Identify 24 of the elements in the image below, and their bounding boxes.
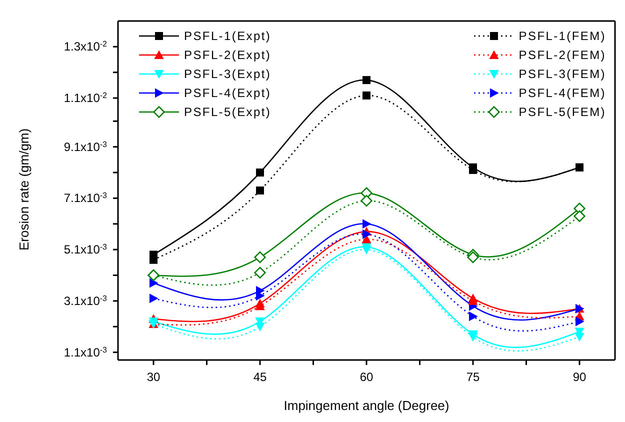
x-tick-label: 45 [253, 370, 267, 384]
legend-label: PSFL-4(FEM) [518, 86, 606, 100]
y-tick-label: 5.1x10$^{-3}$ [64, 242, 108, 257]
legend-label: PSFL-1(FEM) [518, 28, 606, 42]
y-tick-label: 9.1x10$^{-3}$ [64, 139, 108, 154]
y-axis-title: Erosion rate (gm/gm) [16, 128, 32, 250]
y-tick-label: 1.1x10$^{-3}$ [64, 344, 108, 360]
x-tick-label: 60 [360, 370, 374, 384]
y-tick-label: 3.1x10$^{-3}$ [64, 293, 108, 308]
x-tick-label: 90 [572, 370, 586, 384]
legend-label: PSFL-5(FEM) [518, 104, 606, 118]
x-tick-label: 75 [466, 370, 480, 384]
legend-label: PSFL-4(Expt) [184, 86, 272, 100]
y-tick-label: 7.1x10$^{-3}$ [64, 190, 108, 206]
legend-label: PSFL-2(FEM) [518, 48, 606, 62]
y-tick-label: 1.3x10$^{-2}$ [64, 39, 108, 54]
legend-label: PSFL-3(Expt) [184, 66, 272, 80]
legend-label: PSFL-1(Expt) [184, 28, 272, 42]
legend-label: PSFL-3(FEM) [518, 66, 606, 80]
x-axis-title: Impingement angle (Degree) [284, 398, 450, 413]
legend-label: PSFL-2(Expt) [184, 48, 272, 62]
x-tick-label: 30 [146, 370, 160, 384]
y-tick-label: 1.1x10$^{-2}$ [64, 90, 108, 106]
legend-label: PSFL-5(Expt) [184, 104, 272, 118]
